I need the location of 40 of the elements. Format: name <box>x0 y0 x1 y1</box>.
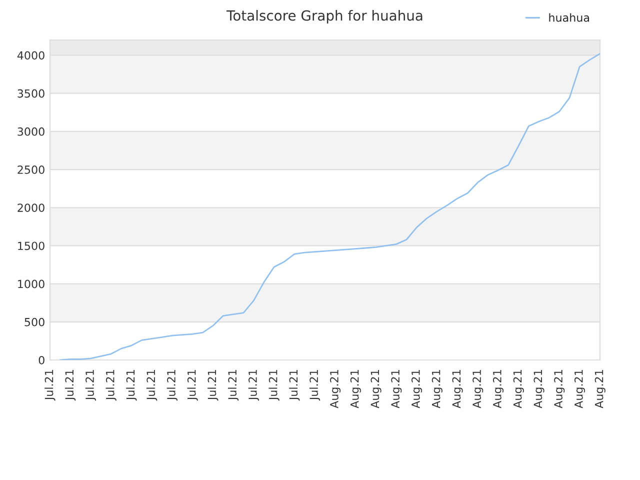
x-tick-label: Jul.21 <box>126 370 137 401</box>
y-tick-label: 3000 <box>18 127 44 136</box>
x-tick-label: Jul.21 <box>85 370 96 401</box>
x-tick-label: Aug.21 <box>391 370 402 408</box>
x-tick-label: Jul.21 <box>187 370 198 401</box>
x-tick-label: Jul.21 <box>248 370 259 401</box>
x-tick-label: Aug.21 <box>472 370 484 408</box>
x-tick-label: Aug.21 <box>594 370 606 408</box>
x-tick-label: Aug.21 <box>411 370 422 408</box>
x-tick-label: Jul.21 <box>166 370 178 401</box>
y-tick-label: 1500 <box>18 242 44 250</box>
x-tick-label: Jul.21 <box>289 370 300 401</box>
x-tick-label: Aug.21 <box>432 370 442 408</box>
y-tick-label: 4000 <box>17 51 44 60</box>
x-tick-label: Jul.21 <box>146 370 158 401</box>
x-tick-label: Aug.21 <box>492 370 504 408</box>
x-tick-label: Jul.21 <box>44 370 56 401</box>
x-tick-label: Aug.21 <box>330 370 341 408</box>
y-tick-label: 3500 <box>18 89 44 98</box>
x-tick-label: Aug.21 <box>513 370 524 408</box>
x-tick-label: Aug.21 <box>554 370 565 408</box>
x-tick-label: Jul.21 <box>228 370 239 401</box>
x-tick-label: Jul.21 <box>268 370 280 401</box>
x-tick-label: Aug.21 <box>350 370 361 408</box>
legend-label: huahua <box>549 13 589 22</box>
x-tick-label: Jul.21 <box>106 370 116 401</box>
x-tick-label: Aug.21 <box>574 370 586 408</box>
x-tick-label: Jul.21 <box>208 370 218 401</box>
x-tick-label: Jul.21 <box>309 370 320 401</box>
y-tick-label: 0 <box>38 356 44 364</box>
line-series <box>59 53 600 360</box>
y-tick-label: 2000 <box>18 204 44 212</box>
x-tick-label: Aug.21 <box>370 370 382 408</box>
chart-title: Totalscore Graph for huahua <box>226 10 422 24</box>
x-tick-label: Aug.21 <box>452 370 463 408</box>
y-tick-label: 2500 <box>18 166 44 174</box>
x-tick-label: Jul.21 <box>64 370 76 401</box>
x-tick-label: Aug.21 <box>534 370 544 408</box>
y-tick-label: 1000 <box>18 280 44 288</box>
y-tick-label: 500 <box>24 318 44 326</box>
